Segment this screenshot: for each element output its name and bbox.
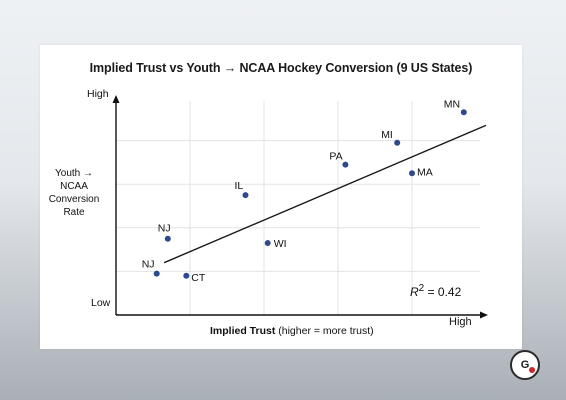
x-axis-arrow: [480, 311, 488, 319]
r-squared-value: = 0.42: [427, 285, 462, 299]
x-axis-label-note: (higher = more trust): [275, 325, 374, 337]
data-point: [164, 235, 171, 242]
y-axis-low-label: Low: [91, 297, 111, 309]
data-point-label: NJ: [142, 259, 155, 271]
data-point: [183, 272, 190, 279]
data-point: [342, 161, 349, 168]
y-axis-label-line: Rate: [63, 207, 85, 218]
y-axis-arrow: [112, 95, 120, 103]
y-axis-label: Youth → NCAA Conversion Rate: [44, 167, 104, 219]
y-axis-high-label: High: [87, 88, 109, 100]
r-squared-annotation: R2 = 0.42: [410, 283, 461, 299]
x-axis-label-main: Implied Trust: [210, 325, 276, 337]
data-point: [153, 270, 160, 277]
data-point-label: MI: [381, 129, 393, 141]
data-point-label: IL: [235, 180, 244, 192]
data-point-label: CT: [191, 272, 206, 284]
x-axis-high-label: High: [449, 316, 472, 328]
data-point: [264, 240, 271, 247]
y-axis-label-line: Youth →: [55, 168, 93, 179]
data-point: [460, 109, 467, 116]
x-axis-label: Implied Trust (higher = more trust): [210, 325, 374, 337]
chart-title: Implied Trust vs Youth → NCAA Hockey Con…: [89, 61, 473, 75]
y-axis-label-line: NCAA: [60, 181, 88, 192]
scatter-chart: MN MI PA MA IL NJ WI NJ CT: [112, 95, 488, 319]
data-point: [409, 170, 415, 177]
data-point-label: MN: [444, 98, 460, 110]
trend-line: [163, 124, 487, 264]
r-squared-exponent: 2: [418, 283, 425, 294]
brand-logo-dot: [529, 367, 535, 373]
data-point-label: WI: [274, 238, 287, 250]
brand-logo-mark: G: [520, 359, 530, 371]
data-point-label: NJ: [158, 223, 171, 235]
chart-card: MN MI PA MA IL NJ WI NJ CT Implied Trust vs Yout…: [40, 45, 522, 349]
data-point-label: PA: [329, 151, 342, 163]
r-squared-symbol: R: [410, 285, 419, 299]
y-axis-label-line: Conversion: [48, 194, 100, 205]
data-point: [394, 139, 401, 146]
brand-logo: G: [510, 350, 540, 380]
data-point: [242, 192, 249, 199]
data-point-label: MA: [417, 166, 433, 178]
